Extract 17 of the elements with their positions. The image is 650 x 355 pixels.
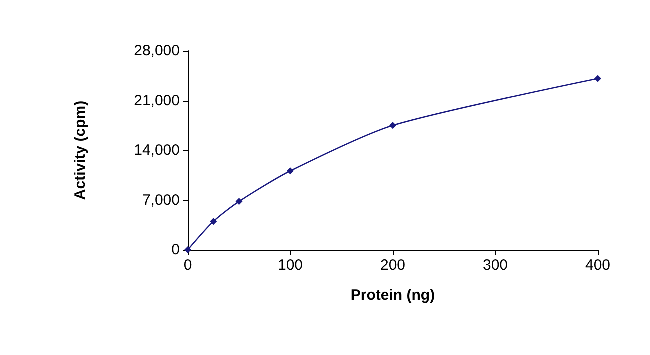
x-tick-label: 200 [380, 257, 406, 274]
y-tick-label: 0 [172, 242, 180, 258]
x-axis-title: Protein (ng) [350, 287, 436, 304]
y-tick-label: 14,000 [134, 142, 180, 159]
point [594, 75, 602, 82]
point [390, 122, 396, 130]
x-tick-label: 400 [585, 257, 611, 274]
point [210, 218, 218, 226]
y-tick-label: 28,000 [134, 42, 180, 60]
point [236, 198, 243, 206]
x-tick-label: 100 [278, 257, 304, 274]
y-axis-title: Activity (cpm) [72, 100, 89, 200]
y-tick-label: 21,000 [134, 92, 180, 110]
point [287, 168, 294, 175]
x-tick-label: 0 [184, 257, 192, 274]
x-tick-label: 300 [482, 257, 508, 274]
y-tick-label: 7,000 [142, 192, 180, 209]
